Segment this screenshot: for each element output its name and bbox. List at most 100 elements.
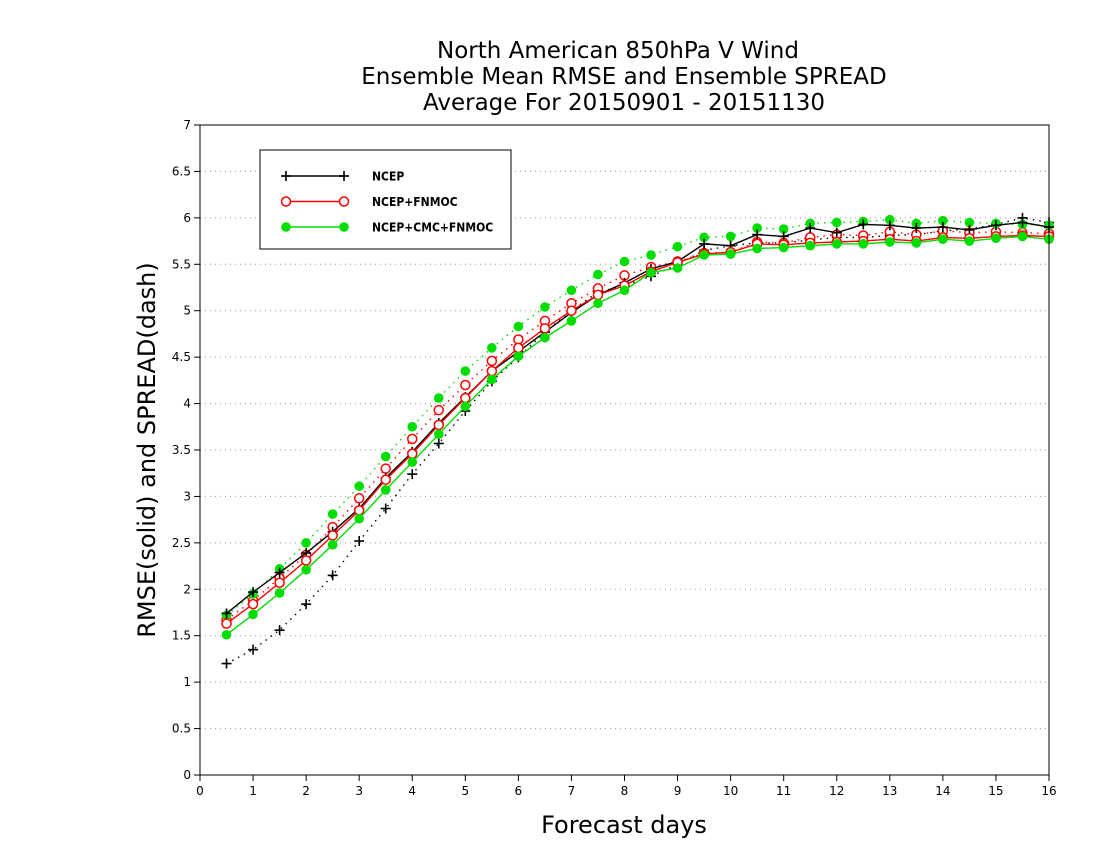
rmse-point [540,332,550,343]
x-axis-title: Forecast days [541,811,707,839]
x-tick-label: 5 [461,784,469,798]
spread-point [699,232,709,243]
legend-marker [281,171,291,181]
legend-label: NCEP+CMC+FNMOC [372,221,493,235]
rmse-point [486,365,498,377]
spread-point [725,231,736,242]
legend-marker [339,222,349,232]
rmse-point [221,629,232,640]
rmse-point [327,530,338,541]
spread-point [752,223,762,233]
spread-point [407,469,418,480]
rmse-point [619,285,630,296]
y-tick-label: 0 [183,768,191,782]
y-axis: 0 0.5 1 1.5 2 2.5 3 3.5 4 4.5 5 5.5 6 6.5 7 [172,118,200,782]
legend-marker [338,196,350,207]
spread-point [433,404,445,416]
chart-title-line-2: Ensemble Mean RMSE and Ensemble SPREAD [361,64,886,90]
x-tick-label: 14 [935,784,950,798]
legend-item: NCEP+CMC+FNMOC [281,221,493,235]
rmse-point [831,227,842,238]
y-tick-label: 4 [183,397,191,411]
spread-point [964,217,975,228]
rmse-point [274,577,285,589]
rmse-point [327,539,338,550]
rmse-point [778,242,789,253]
spread-point [407,421,418,432]
chart-title-line-1: North American 850hPa V Wind [437,38,799,64]
spread-point [248,644,259,655]
spread-point [593,269,603,280]
rmse-point [460,392,471,404]
y-tick-label: 3.5 [172,443,191,457]
rmse-point [672,263,683,273]
spread-point [274,625,285,636]
spread-point [327,570,338,581]
rmse-point [964,236,975,246]
rmse-point [487,374,497,385]
rmse-point [858,219,869,230]
rmse-point [221,608,232,619]
legend: NCEP NCEP+FNMOC NCEP+CMC+FNMOC [259,149,512,250]
x-tick-label: 16 [1041,784,1056,798]
x-tick-label: 9 [674,784,682,798]
rmse-point [592,289,604,301]
rmse-point [248,609,258,620]
rmse-point [938,234,948,245]
spread-point [301,599,312,610]
legend-item: NCEP [281,170,404,184]
rmse-point [937,222,948,233]
x-tick-label: 13 [882,784,897,798]
rmse-point [805,223,816,234]
rmse-point [433,419,445,431]
rmse-point [699,250,709,260]
legend-label: NCEP+FNMOC [372,195,458,209]
rmse-point [752,229,763,240]
spread-point [619,256,630,267]
spread-line-ncep-fnmoc [226,230,1050,621]
spread-point [460,379,471,391]
spread-point [486,355,498,367]
spread-point [221,658,232,669]
rmse-point [221,618,232,629]
rmse-point [884,220,895,231]
rmse-point [274,588,285,598]
spread-point [407,433,418,445]
rmse-point [407,448,418,459]
spread-point [380,463,391,474]
rmse-point [248,587,259,598]
spread-point [831,217,842,228]
rmse-point [1017,231,1028,242]
x-tick-label: 12 [829,784,844,798]
rmse-point [380,485,391,495]
rmse-point [831,239,842,249]
rmse-point [752,243,762,254]
y-axis-title: RMSE(solid) and SPREAD(dash) [133,262,161,638]
x-tick-label: 2 [302,784,310,798]
rmse-point [301,564,311,575]
spread-point [354,536,365,546]
spread-point [513,321,524,332]
rmse-lines [221,217,1055,640]
spread-point [540,302,550,312]
spread-point [433,393,444,403]
legend-marker [281,222,291,232]
x-tick-label: 10 [723,784,738,798]
rmse-point [911,238,922,248]
y-tick-label: 3 [183,489,191,503]
y-tick-label: 1 [183,675,191,689]
chart-title-line-3: Average For 20150901 - 20151130 [423,90,825,116]
spread-point [646,250,656,260]
spread-point [885,214,895,225]
rmse-point [433,429,444,440]
x-axis: 0 1 2 3 4 5 6 7 8 9 10 11 12 13 14 15 16 [196,775,1057,798]
rmse-point [699,238,710,249]
x-tick-label: 8 [621,784,629,798]
spread-point [327,509,338,519]
x-tick-label: 11 [776,784,791,798]
legend-box [259,149,512,250]
spread-point [672,241,683,252]
grid-lines [200,170,1049,730]
rmse-point [885,237,895,247]
